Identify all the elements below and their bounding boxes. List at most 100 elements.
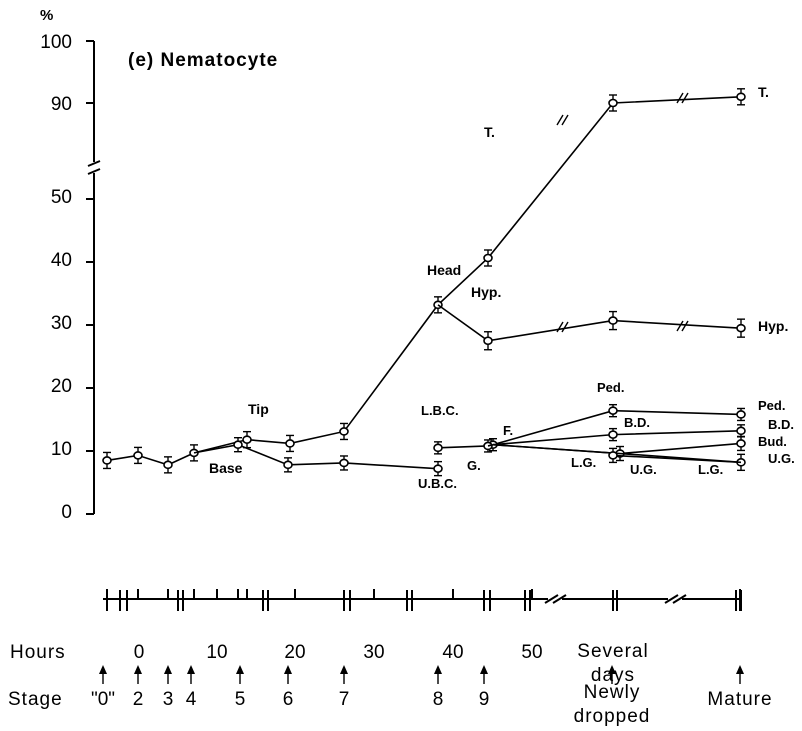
data-point-base-2 bbox=[283, 460, 293, 470]
stage-arrowhead-9 bbox=[608, 665, 616, 674]
y-tick-label-10: 10 bbox=[51, 439, 72, 460]
hours-tick-0: 0 bbox=[134, 642, 145, 663]
hours-tick-50: 50 bbox=[521, 642, 542, 663]
x-axis bbox=[103, 589, 742, 611]
stage-9: 9 bbox=[479, 689, 490, 710]
stage-arrows bbox=[99, 665, 744, 684]
hours-tick-20: 20 bbox=[284, 642, 305, 663]
series-line-g bbox=[487, 443, 494, 447]
annotation-ubc: U.B.C. bbox=[418, 476, 457, 491]
data-point-base-1 bbox=[233, 440, 243, 450]
stage-7: 7 bbox=[339, 689, 350, 710]
data-point-t-0 bbox=[102, 456, 112, 465]
hours-label: Hours bbox=[10, 642, 66, 663]
line-break-mark-2 bbox=[556, 321, 564, 333]
stage-arrowhead-4 bbox=[236, 665, 244, 674]
legend-label-bd: B.D. bbox=[768, 417, 794, 432]
stage-newly: Newly bbox=[584, 682, 641, 703]
hours-tick-several: Several bbox=[577, 641, 648, 662]
y-axis-label: % bbox=[40, 7, 53, 24]
y-tick-label-90: 90 bbox=[51, 94, 72, 115]
annotation-head: Head bbox=[427, 262, 461, 278]
y-tick-label-20: 20 bbox=[51, 376, 72, 397]
annotation-base: Base bbox=[209, 460, 243, 476]
stage-arrowhead-6 bbox=[340, 665, 348, 674]
x-break-0 bbox=[544, 594, 559, 604]
annotation-ped-newly: Ped. bbox=[597, 380, 624, 395]
data-point-bud-2 bbox=[736, 439, 746, 448]
x-break-2 bbox=[664, 594, 679, 604]
line-break-mark-b-0 bbox=[561, 114, 569, 126]
axis-break-mark-2 bbox=[87, 168, 101, 175]
axis-break-mark-1 bbox=[87, 160, 101, 167]
line-break-mark-0 bbox=[556, 114, 564, 126]
legend-label-hyp: Hyp. bbox=[758, 318, 788, 334]
legend-label-bud: Bud. bbox=[758, 434, 787, 449]
data-point-ped-1 bbox=[608, 406, 618, 415]
stage-arrowhead-2 bbox=[164, 665, 172, 674]
series-layer bbox=[102, 88, 746, 477]
data-point-hyp-2 bbox=[608, 316, 618, 325]
x-axis-break-marks bbox=[544, 594, 687, 604]
stage-arrowhead-10 bbox=[736, 665, 744, 674]
annotation-hyp-stage9: Hyp. bbox=[471, 284, 501, 300]
line-break-mark-b-2 bbox=[561, 321, 569, 333]
annotation-f: F. bbox=[503, 423, 513, 438]
data-point-base-4 bbox=[433, 464, 443, 473]
stage-arrowhead-8 bbox=[480, 665, 488, 674]
data-point-l-b-c-0 bbox=[433, 443, 443, 453]
data-point-t-9 bbox=[608, 98, 618, 108]
annotation-bd-newly: B.D. bbox=[624, 415, 650, 430]
data-point-b-d-2 bbox=[736, 426, 746, 436]
stage-dropped: dropped bbox=[574, 706, 651, 727]
x-break-1 bbox=[552, 594, 567, 604]
data-point-base-3 bbox=[339, 458, 349, 468]
line-break-mark-3 bbox=[676, 320, 684, 332]
annotation-tip: Tip bbox=[248, 401, 269, 417]
stage-mature: Mature bbox=[707, 689, 772, 710]
stage-arrowhead-0 bbox=[99, 665, 107, 674]
series-line-l-b-c bbox=[437, 445, 489, 449]
hours-tick-40: 40 bbox=[442, 642, 463, 663]
data-point-hyp-3 bbox=[736, 323, 746, 333]
y-tick-label-30: 30 bbox=[51, 313, 72, 334]
x-break-3 bbox=[672, 594, 687, 604]
legend-label-ug: U.G. bbox=[768, 451, 795, 466]
data-point-ped-2 bbox=[736, 410, 746, 419]
annotation-g: G. bbox=[467, 458, 481, 473]
stage-3: 3 bbox=[163, 689, 174, 710]
data-point-t-8 bbox=[483, 253, 493, 263]
data-point-l-g-0 bbox=[608, 451, 618, 460]
stage-6: 6 bbox=[283, 689, 294, 710]
stage-2: 2 bbox=[133, 689, 144, 710]
data-point-t-5 bbox=[285, 439, 295, 448]
stage-5: 5 bbox=[235, 689, 246, 710]
line-break-mark-b-1 bbox=[681, 92, 689, 104]
hours-tick-30: 30 bbox=[363, 642, 384, 663]
annotation-lg-mature: L.G. bbox=[698, 462, 723, 477]
stage-arrowhead-3 bbox=[187, 665, 195, 674]
data-point-hyp-1 bbox=[483, 336, 493, 346]
hours-tick-10: 10 bbox=[206, 642, 227, 663]
stage-0: "0" bbox=[91, 689, 115, 710]
stage-4: 4 bbox=[186, 689, 197, 710]
stage-arrowhead-1 bbox=[134, 665, 142, 674]
y-tick-label-100: 100 bbox=[40, 32, 72, 53]
line-break-mark-b-3 bbox=[681, 320, 689, 332]
y-tick-label-50: 50 bbox=[51, 187, 72, 208]
series-line-ped bbox=[492, 409, 742, 446]
chart-title: (e) Nematocyte bbox=[128, 50, 278, 71]
series-line-hyp bbox=[437, 304, 742, 342]
annotation-lg-newly: L.G. bbox=[571, 455, 596, 470]
y-tick-label-40: 40 bbox=[51, 250, 72, 271]
annotation-lbc: L.B.C. bbox=[421, 403, 459, 418]
data-point-t-10 bbox=[736, 92, 746, 102]
y-tick-marks bbox=[86, 40, 94, 515]
data-point-t-2 bbox=[163, 460, 173, 470]
legend-label-t: T. bbox=[758, 84, 769, 100]
data-point-b-d-1 bbox=[608, 430, 618, 439]
series-line-l-g bbox=[612, 454, 742, 464]
x-tick-marks bbox=[106, 589, 742, 611]
stage-8: 8 bbox=[433, 689, 444, 710]
